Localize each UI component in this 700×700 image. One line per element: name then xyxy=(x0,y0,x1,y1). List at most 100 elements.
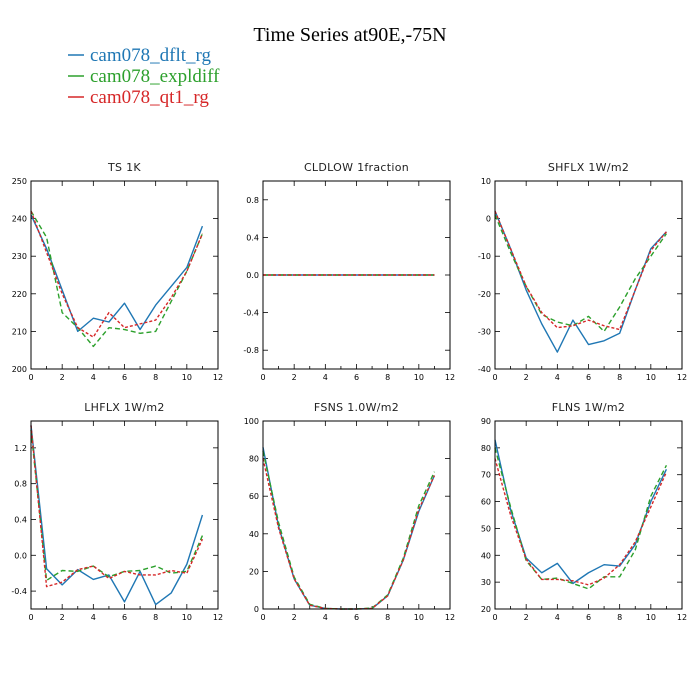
figure-title: Time Series at90E,-75N xyxy=(253,24,446,46)
x-tick-label-cldlow: 2 xyxy=(292,373,297,382)
y-tick-label-shflx: -40 xyxy=(478,365,491,374)
y-tick-label-flns: 30 xyxy=(481,578,491,587)
y-tick-label-cldlow: -0.4 xyxy=(243,309,259,318)
x-tick-label-lhflx: 6 xyxy=(122,613,127,622)
legend-entry-dflt: cam078_dflt_rg xyxy=(68,45,212,66)
y-tick-label-flns: 40 xyxy=(481,551,491,560)
y-tick-label-lhflx: 0.4 xyxy=(14,515,27,524)
x-tick-label-lhflx: 12 xyxy=(213,613,223,622)
y-tick-label-ts: 240 xyxy=(12,215,27,224)
x-tick-label-ts: 4 xyxy=(91,373,96,382)
plot-frame-fsns xyxy=(262,420,451,610)
series-line-fsns-3 xyxy=(262,458,436,610)
y-tick-label-fsns: 20 xyxy=(249,567,259,576)
x-tick-label-lhflx: 10 xyxy=(182,613,192,622)
y-tick-label-ts: 220 xyxy=(12,290,27,299)
panel-title-fsns: FSNS 1.0W/m2 xyxy=(314,401,399,414)
x-tick-label-cldlow: 0 xyxy=(260,373,265,382)
x-tick-label-ts: 8 xyxy=(153,373,158,382)
legend-label-qt1: cam078_qt1_rg xyxy=(90,87,209,108)
y-tick-label-flns: 20 xyxy=(481,605,491,614)
panel-title-flns: FLNS 1W/m2 xyxy=(552,401,625,414)
series-line-ts-1 xyxy=(30,214,204,333)
y-tick-label-shflx: -10 xyxy=(478,252,491,261)
panel-cldlow: CLDLOW 1fraction 0 2 4 6 8 10 12 -0.8 -0.4 0.0 0.4 0… xyxy=(243,161,455,382)
y-tick-label-ts: 200 xyxy=(12,365,27,374)
plot-frame-flns xyxy=(494,420,683,610)
legend-label-expldiff: cam078_expldiff xyxy=(90,66,220,87)
x-tick-label-cldlow: 4 xyxy=(323,373,328,382)
y-tick-label-flns: 90 xyxy=(481,417,491,426)
x-tick-label-fsns: 6 xyxy=(354,613,359,622)
x-tick-label-fsns: 4 xyxy=(323,613,328,622)
series-line-ts-2 xyxy=(30,210,204,348)
series-line-lhflx-3 xyxy=(30,425,204,588)
x-tick-label-ts: 0 xyxy=(28,373,33,382)
x-tick-label-ts: 12 xyxy=(213,373,223,382)
x-tick-label-ts: 2 xyxy=(60,373,65,382)
panel-lhflx: LHFLX 1W/m2 0 2 4 6 8 10 12 -0.4 0.0 0.4 0.8 1.2 xyxy=(11,401,223,622)
y-tick-label-shflx: -30 xyxy=(478,327,491,336)
y-tick-label-cldlow: 0.4 xyxy=(246,233,259,242)
panel-flns: FLNS 1W/m2 0 2 4 6 8 10 12 20 30 40 50 60 70 80 90 xyxy=(481,401,687,622)
x-tick-label-fsns: 0 xyxy=(260,613,265,622)
x-tick-label-fsns: 10 xyxy=(414,613,424,622)
y-tick-label-ts: 230 xyxy=(12,252,27,261)
x-tick-label-flns: 4 xyxy=(555,613,560,622)
x-tick-label-lhflx: 4 xyxy=(91,613,96,622)
x-tick-label-flns: 0 xyxy=(492,613,497,622)
x-tick-label-shflx: 10 xyxy=(646,373,656,382)
y-tick-label-fsns: 100 xyxy=(244,417,259,426)
plot-frame-lhflx xyxy=(30,420,219,610)
x-tick-label-fsns: 2 xyxy=(292,613,297,622)
y-tick-label-cldlow: -0.8 xyxy=(243,346,259,355)
series-line-lhflx-1 xyxy=(30,425,204,606)
y-tick-label-fsns: 40 xyxy=(249,530,259,539)
plot-frame-shflx xyxy=(494,180,683,370)
x-tick-label-ts: 10 xyxy=(182,373,192,382)
x-tick-label-shflx: 6 xyxy=(586,373,591,382)
y-tick-label-fsns: 60 xyxy=(249,492,259,501)
x-tick-label-cldlow: 12 xyxy=(445,373,455,382)
x-tick-label-flns: 8 xyxy=(617,613,622,622)
x-tick-label-flns: 12 xyxy=(677,613,687,622)
x-tick-label-flns: 10 xyxy=(646,613,656,622)
legend-entry-expldiff: cam078_expldiff xyxy=(68,66,220,87)
y-tick-label-ts: 250 xyxy=(12,177,27,186)
x-tick-label-flns: 6 xyxy=(586,613,591,622)
x-tick-label-flns: 2 xyxy=(524,613,529,622)
series-line-shflx-2 xyxy=(494,214,667,333)
y-tick-label-shflx: 10 xyxy=(481,177,491,186)
legend: cam078_dflt_rg cam078_expldiff cam078_qt… xyxy=(68,45,220,108)
x-tick-label-fsns: 12 xyxy=(445,613,455,622)
panel-fsns: FSNS 1.0W/m2 0 2 4 6 8 10 12 0 20 40 60 80 100 xyxy=(244,401,455,622)
x-tick-label-lhflx: 0 xyxy=(28,613,33,622)
series-line-shflx-1 xyxy=(494,210,667,353)
y-tick-label-flns: 80 xyxy=(481,444,491,453)
plot-frame-ts xyxy=(30,180,219,370)
y-tick-label-lhflx: 0.0 xyxy=(14,551,27,560)
y-tick-label-ts: 210 xyxy=(12,327,27,336)
series-line-ts-3 xyxy=(30,210,204,338)
x-tick-label-cldlow: 10 xyxy=(414,373,424,382)
y-tick-label-flns: 60 xyxy=(481,498,491,507)
x-tick-label-ts: 6 xyxy=(122,373,127,382)
x-tick-label-lhflx: 2 xyxy=(60,613,65,622)
y-tick-label-fsns: 80 xyxy=(249,455,259,464)
y-tick-label-shflx: 0 xyxy=(486,215,491,224)
plot-frame-cldlow xyxy=(262,180,451,370)
panel-ts: TS 1K 0 2 4 6 8 10 12 200 210 220 230 240 250 xyxy=(12,161,223,382)
x-tick-label-shflx: 2 xyxy=(524,373,529,382)
panel-title-lhflx: LHFLX 1W/m2 xyxy=(84,401,164,414)
x-tick-label-shflx: 8 xyxy=(617,373,622,382)
legend-label-dflt: cam078_dflt_rg xyxy=(90,45,212,66)
y-tick-label-cldlow: 0.0 xyxy=(246,271,259,280)
x-tick-label-cldlow: 6 xyxy=(354,373,359,382)
x-tick-label-fsns: 8 xyxy=(385,613,390,622)
x-tick-label-shflx: 0 xyxy=(492,373,497,382)
y-tick-label-shflx: -20 xyxy=(478,290,491,299)
panel-shflx: SHFLX 1W/m2 0 2 4 6 8 10 12 -40 -30 -20 -10 0 10 xyxy=(478,161,687,382)
series-line-shflx-3 xyxy=(494,210,667,331)
